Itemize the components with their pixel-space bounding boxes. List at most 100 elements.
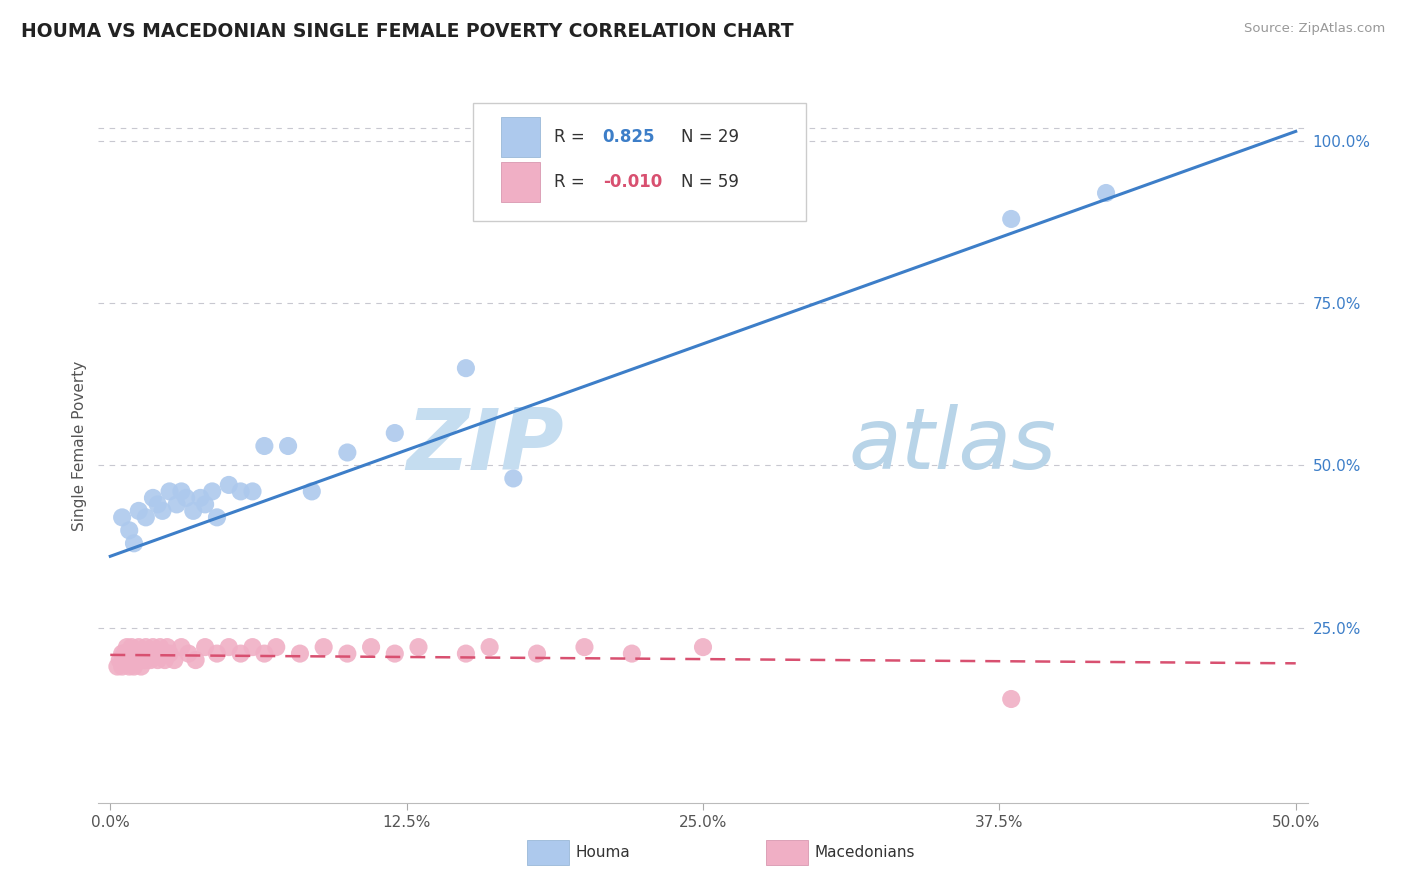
Point — [184, 653, 207, 667]
Point — [205, 647, 228, 661]
Point — [122, 653, 145, 667]
Point — [146, 653, 169, 667]
Point — [170, 484, 193, 499]
Bar — [501, 118, 540, 157]
Point — [135, 510, 157, 524]
Text: 0.825: 0.825 — [603, 128, 655, 146]
Point — [125, 647, 148, 661]
Text: Source: ZipAtlas.com: Source: ZipAtlas.com — [1244, 22, 1385, 36]
Point — [118, 647, 141, 661]
Text: ZIP: ZIP — [406, 404, 564, 488]
Point — [122, 659, 145, 673]
Point — [129, 647, 152, 661]
Point — [139, 653, 162, 667]
Point — [149, 640, 172, 654]
Point — [128, 504, 150, 518]
Point — [122, 536, 145, 550]
Point — [159, 647, 181, 661]
FancyBboxPatch shape — [474, 103, 806, 221]
Point — [132, 653, 155, 667]
Point — [125, 653, 148, 667]
Point — [146, 497, 169, 511]
Point — [115, 640, 138, 654]
Point — [408, 640, 430, 654]
Point — [152, 504, 174, 518]
Point — [1095, 186, 1118, 200]
Point — [194, 640, 217, 654]
Point — [190, 491, 212, 505]
Point — [253, 439, 276, 453]
Point — [159, 484, 181, 499]
Point — [111, 510, 134, 524]
Point — [229, 647, 252, 661]
Point — [574, 640, 596, 654]
Point — [205, 510, 228, 524]
Point — [526, 647, 548, 661]
Point — [115, 653, 138, 667]
Point — [1000, 211, 1022, 226]
Point — [114, 653, 136, 667]
Point — [177, 647, 200, 661]
Point — [229, 484, 252, 499]
Point — [478, 640, 501, 654]
Point — [218, 478, 240, 492]
Point — [122, 647, 145, 661]
Point — [121, 653, 143, 667]
Point — [181, 504, 204, 518]
Text: Houma: Houma — [575, 846, 630, 860]
Point — [142, 640, 165, 654]
Point — [620, 647, 643, 661]
Point — [142, 491, 165, 505]
Point — [153, 653, 176, 667]
Bar — [501, 162, 540, 202]
Point — [136, 647, 159, 661]
Point — [156, 640, 179, 654]
Point — [336, 445, 359, 459]
Point — [114, 647, 136, 661]
Point — [242, 640, 264, 654]
Point — [360, 640, 382, 654]
Point — [121, 640, 143, 654]
Point — [264, 640, 287, 654]
Point — [128, 653, 150, 667]
Point — [170, 640, 193, 654]
Point — [336, 647, 359, 661]
Text: N = 29: N = 29 — [682, 128, 740, 146]
Point — [132, 647, 155, 661]
Point — [118, 659, 141, 673]
Point — [242, 484, 264, 499]
Point — [288, 647, 311, 661]
Point — [312, 640, 335, 654]
Point — [135, 640, 157, 654]
Point — [128, 640, 150, 654]
Point — [201, 484, 224, 499]
Point — [111, 647, 134, 661]
Point — [118, 524, 141, 538]
Point — [301, 484, 323, 499]
Point — [166, 497, 188, 511]
Point — [218, 640, 240, 654]
Point — [163, 653, 186, 667]
Point — [454, 647, 477, 661]
Y-axis label: Single Female Poverty: Single Female Poverty — [72, 361, 87, 531]
Text: Macedonians: Macedonians — [814, 846, 914, 860]
Point — [277, 439, 299, 453]
Point — [454, 361, 477, 376]
Text: R =: R = — [554, 128, 591, 146]
Point — [143, 647, 166, 661]
Point — [129, 659, 152, 673]
Point — [502, 471, 524, 485]
Point — [174, 491, 197, 505]
Point — [692, 640, 714, 654]
Point — [384, 425, 406, 440]
Text: atlas: atlas — [848, 404, 1056, 488]
Text: HOUMA VS MACEDONIAN SINGLE FEMALE POVERTY CORRELATION CHART: HOUMA VS MACEDONIAN SINGLE FEMALE POVERT… — [21, 22, 794, 41]
Text: R =: R = — [554, 173, 591, 191]
Point — [253, 647, 276, 661]
Point — [194, 497, 217, 511]
Text: N = 59: N = 59 — [682, 173, 740, 191]
Point — [1000, 692, 1022, 706]
Point — [135, 653, 157, 667]
Text: -0.010: -0.010 — [603, 173, 662, 191]
Point — [111, 659, 134, 673]
